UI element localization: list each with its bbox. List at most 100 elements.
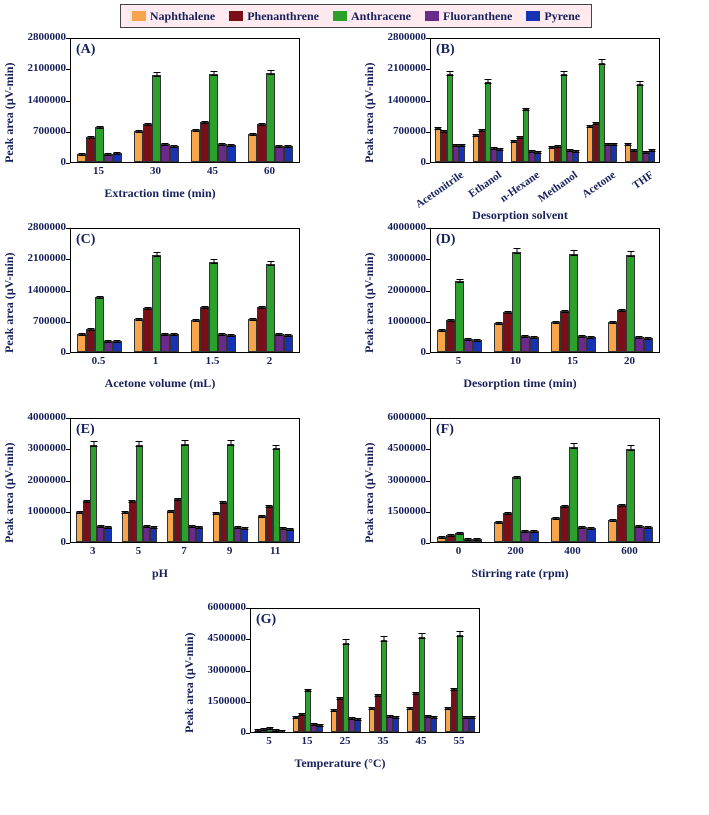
error-bar bbox=[313, 723, 314, 726]
error-bar bbox=[433, 716, 434, 719]
x-tick-label: 7 bbox=[161, 545, 207, 557]
error-bar bbox=[117, 340, 118, 343]
error-bar bbox=[81, 153, 82, 156]
bar bbox=[209, 74, 218, 162]
legend-label: Naphthalene bbox=[150, 9, 215, 24]
plot-area bbox=[250, 608, 480, 733]
error-bar bbox=[308, 689, 309, 692]
bar bbox=[393, 717, 399, 732]
plot-area bbox=[70, 228, 300, 353]
bar bbox=[218, 334, 227, 352]
error-bar bbox=[138, 130, 139, 133]
x-axis-label: Stirring rate (rpm) bbox=[370, 566, 670, 581]
error-bar bbox=[525, 335, 526, 338]
bar bbox=[284, 146, 293, 162]
bar bbox=[174, 499, 181, 542]
error-bar bbox=[231, 144, 232, 147]
y-tick-label: 3000000 bbox=[186, 664, 246, 676]
legend-label: Anthracene bbox=[351, 9, 411, 24]
bar bbox=[431, 717, 437, 732]
bar bbox=[275, 146, 284, 162]
bar bbox=[266, 73, 275, 162]
x-tick-label: 0 bbox=[430, 545, 487, 557]
bar bbox=[189, 526, 196, 542]
error-bar bbox=[573, 443, 574, 449]
panel-tag: (A) bbox=[76, 42, 95, 58]
error-bar bbox=[651, 149, 652, 152]
error-bar bbox=[507, 311, 508, 314]
y-tick-mark bbox=[426, 353, 430, 354]
error-bar bbox=[195, 129, 196, 132]
y-tick-mark bbox=[66, 259, 70, 260]
y-tick-label: 3000000 bbox=[6, 442, 66, 454]
y-tick-mark bbox=[426, 69, 430, 70]
error-bar bbox=[493, 147, 494, 150]
x-tick-label: 11 bbox=[252, 545, 298, 557]
x-tick-label: 25 bbox=[326, 735, 364, 747]
error-bar bbox=[564, 310, 565, 313]
bar bbox=[569, 447, 578, 542]
error-bar bbox=[621, 309, 622, 312]
bar bbox=[248, 134, 257, 162]
legend-label: Fluoranthene bbox=[443, 9, 512, 24]
legend-label: Phenanthrene bbox=[247, 9, 319, 24]
bar bbox=[95, 297, 104, 352]
error-bar bbox=[237, 526, 238, 529]
y-tick-label: 1500000 bbox=[366, 505, 426, 517]
y-tick-mark bbox=[426, 228, 430, 229]
y-tick-mark bbox=[246, 733, 250, 734]
x-tick-label: 15 bbox=[544, 355, 601, 367]
error-bar bbox=[450, 71, 451, 76]
error-bar bbox=[165, 333, 166, 336]
y-tick-label: 3000000 bbox=[366, 252, 426, 264]
y-tick-label: 1400000 bbox=[366, 94, 426, 106]
panel-F: (F)Peak area (µV-min)Stirring rate (rpm)… bbox=[370, 410, 670, 590]
x-tick-label: 200 bbox=[487, 545, 544, 557]
error-bar bbox=[455, 144, 456, 147]
error-bar bbox=[378, 694, 379, 697]
bar bbox=[284, 335, 293, 352]
error-bar bbox=[170, 510, 171, 513]
error-bar bbox=[441, 536, 442, 539]
error-bar bbox=[630, 251, 631, 257]
bar bbox=[551, 518, 560, 542]
error-bar bbox=[612, 519, 613, 522]
y-tick-mark bbox=[66, 353, 70, 354]
y-tick-label: 3000000 bbox=[366, 474, 426, 486]
bar bbox=[494, 522, 503, 543]
error-bar bbox=[283, 527, 284, 530]
bar bbox=[83, 501, 90, 542]
error-bar bbox=[564, 71, 565, 76]
bar bbox=[560, 506, 569, 542]
plot-area bbox=[70, 418, 300, 543]
plot-area bbox=[430, 418, 660, 543]
error-bar bbox=[416, 692, 417, 695]
y-tick-mark bbox=[426, 163, 430, 164]
bar bbox=[77, 334, 86, 352]
error-bar bbox=[427, 715, 428, 718]
bar bbox=[200, 307, 209, 352]
y-tick-label: 2100000 bbox=[6, 62, 66, 74]
y-tick-label: 700000 bbox=[366, 125, 426, 137]
bar bbox=[503, 312, 512, 352]
bar bbox=[196, 527, 203, 542]
error-bar bbox=[498, 521, 499, 524]
bar bbox=[578, 527, 587, 542]
error-bar bbox=[351, 717, 352, 720]
y-tick-mark bbox=[66, 481, 70, 482]
bar bbox=[104, 527, 111, 542]
y-tick-label: 2000000 bbox=[6, 474, 66, 486]
bar bbox=[635, 337, 644, 352]
bar bbox=[275, 334, 284, 352]
y-tick-mark bbox=[426, 481, 430, 482]
error-bar bbox=[108, 153, 109, 156]
y-tick-label: 0 bbox=[6, 156, 66, 168]
error-bar bbox=[640, 81, 641, 86]
y-tick-mark bbox=[426, 449, 430, 450]
bar bbox=[241, 528, 248, 542]
error-bar bbox=[573, 250, 574, 256]
y-tick-mark bbox=[66, 543, 70, 544]
error-bar bbox=[516, 248, 517, 254]
error-bar bbox=[108, 340, 109, 343]
x-axis-label: Desorption time (min) bbox=[370, 376, 670, 391]
